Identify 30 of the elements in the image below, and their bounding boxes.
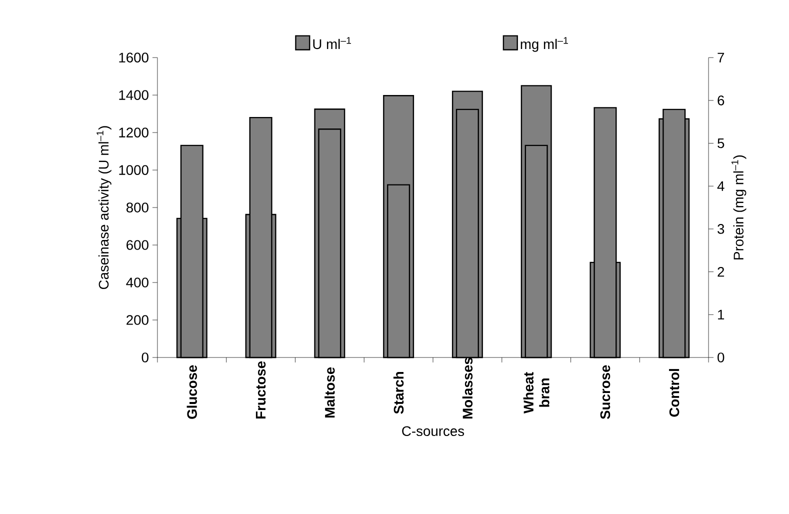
- y-tick-label: 1200: [119, 127, 148, 138]
- x-axis-title: C-sources: [402, 426, 464, 436]
- y-tick-label: 0: [142, 352, 148, 362]
- x-tick-label: Starch: [393, 372, 404, 414]
- y-tick-label: 1600: [119, 52, 148, 62]
- y-axis-title: Caseinase activity (U ml$^{–1}$): [96, 126, 112, 289]
- x-tick-label: Sucrose: [600, 365, 610, 419]
- y2-tick-label: 7: [718, 52, 724, 62]
- y2-tick-label: 3: [718, 224, 724, 234]
- y2-tick-label: 5: [718, 138, 724, 148]
- y2-tick-label: 6: [718, 95, 724, 106]
- y2-tick-label: 2: [718, 266, 724, 276]
- y-tick-label: 1000: [119, 164, 148, 175]
- y2-tick-label: 0: [718, 352, 724, 362]
- x-tick-label: Glucose: [186, 365, 197, 419]
- x-tick-label: Molasses: [462, 357, 473, 418]
- y-tick-label: 200: [126, 314, 148, 325]
- y2-axis-title: Protein (mg ml$^{–1}$): [732, 155, 746, 260]
- legend-label: U ml$^{–1}$: [313, 36, 351, 49]
- y-tick-label: 400: [126, 277, 148, 288]
- x-tick-label: Control: [669, 368, 680, 417]
- y-tick-label: 1400: [119, 90, 148, 100]
- x-tick-label: Fructose: [256, 361, 266, 418]
- x-tick-label: Maltose: [324, 367, 335, 418]
- x-tick-label: Wheat bran: [523, 372, 550, 414]
- y-tick-label: 800: [126, 202, 148, 212]
- legend-label: mg ml$^{–1}$: [520, 36, 568, 52]
- y-tick-label: 600: [126, 240, 148, 250]
- y2-tick-label: 1: [718, 310, 724, 320]
- y2-tick-label: 4: [717, 181, 724, 191]
